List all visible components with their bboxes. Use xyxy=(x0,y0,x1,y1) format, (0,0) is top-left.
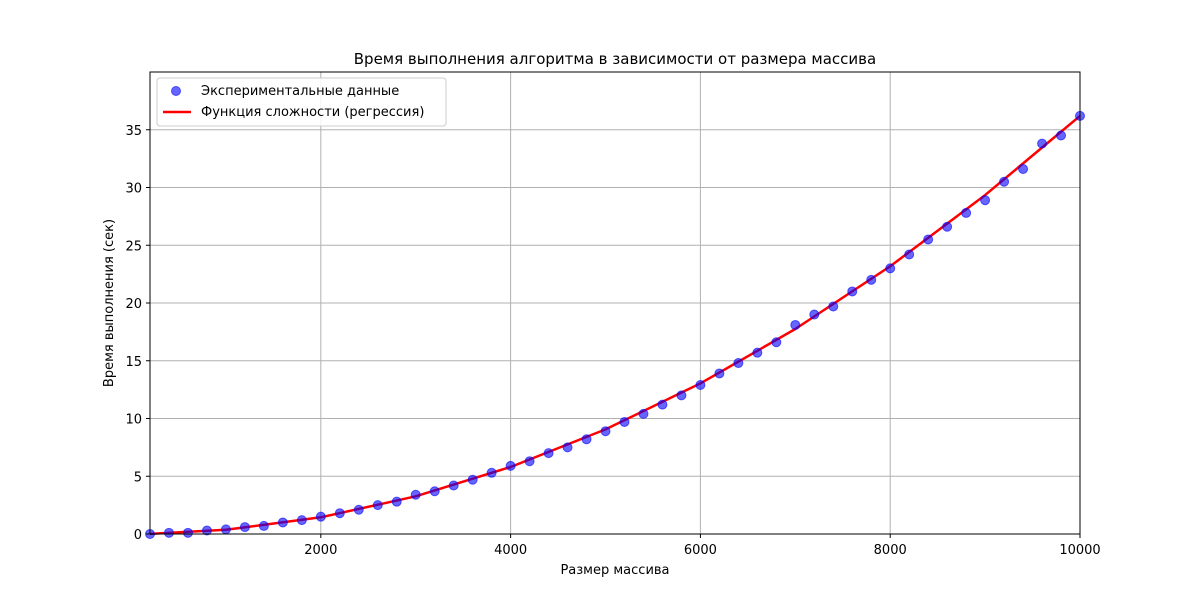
data-point xyxy=(277,517,288,528)
y-tick-label: 30 xyxy=(125,182,142,197)
x-tick-label: 4000 xyxy=(494,543,527,558)
data-point xyxy=(315,511,326,522)
data-point xyxy=(562,442,573,453)
data-point xyxy=(258,520,269,531)
data-point xyxy=(467,474,478,485)
grid-lines xyxy=(150,72,1081,535)
data-point xyxy=(429,486,440,497)
data-point xyxy=(695,380,706,391)
data-point xyxy=(714,368,725,379)
legend-label-scatter: Экспериментальные данные xyxy=(201,84,399,99)
data-point xyxy=(847,286,858,297)
data-point xyxy=(524,456,535,467)
data-point xyxy=(904,249,915,260)
legend-box xyxy=(156,77,447,127)
data-point xyxy=(163,527,174,538)
data-point xyxy=(866,274,877,285)
data-point xyxy=(980,195,991,206)
data-point xyxy=(809,309,820,320)
data-point xyxy=(372,500,383,511)
data-point xyxy=(828,301,839,312)
data-point xyxy=(638,408,649,419)
data-point xyxy=(961,207,972,218)
data-point xyxy=(600,426,611,437)
data-point xyxy=(581,434,592,445)
data-point xyxy=(942,221,953,232)
x-axis-label: Размер массива xyxy=(560,563,669,578)
data-point xyxy=(999,176,1010,187)
data-point xyxy=(1018,164,1029,175)
data-point xyxy=(182,527,193,538)
x-tick-label: 2000 xyxy=(304,543,337,558)
data-point xyxy=(220,524,231,535)
data-point xyxy=(410,489,421,500)
data-point xyxy=(923,234,934,245)
data-point xyxy=(1037,138,1048,149)
data-point xyxy=(657,399,668,410)
legend: Экспериментальные данные Функция сложнос… xyxy=(156,77,447,127)
data-point xyxy=(885,263,896,274)
data-point xyxy=(676,390,687,401)
x-tick-label: 6000 xyxy=(684,543,717,558)
y-axis-label: Время выполнения (сек) xyxy=(102,219,117,387)
data-point xyxy=(1056,130,1067,141)
data-point xyxy=(543,448,554,459)
y-tick-label: 0 xyxy=(134,528,142,543)
y-tick-label: 5 xyxy=(134,470,142,485)
data-point xyxy=(296,515,307,526)
x-tick-label: 8000 xyxy=(874,543,907,558)
x-tick-label: 10000 xyxy=(1059,543,1100,558)
data-point xyxy=(733,358,744,369)
data-point xyxy=(448,480,459,491)
legend-scatter-marker xyxy=(171,86,181,96)
data-point xyxy=(353,504,364,515)
y-tick-label: 15 xyxy=(125,355,142,370)
axis-ticks: 2000 4000 6000 8000 10000 0 5 10 15 20 25 30 35 xyxy=(125,124,1100,558)
scatter-points-layer xyxy=(145,110,1085,539)
data-point xyxy=(752,347,763,358)
data-point xyxy=(619,416,630,427)
data-point xyxy=(239,522,250,533)
data-point xyxy=(391,496,402,507)
chart-title: Время выполнения алгоритма в зависимости… xyxy=(354,50,876,68)
data-point xyxy=(771,337,782,348)
data-point xyxy=(201,525,212,536)
data-point xyxy=(790,319,801,330)
y-tick-label: 20 xyxy=(125,297,142,312)
y-tick-label: 25 xyxy=(125,239,142,254)
data-point xyxy=(505,460,516,471)
y-tick-label: 10 xyxy=(125,413,142,428)
data-point xyxy=(334,508,345,519)
y-tick-label: 35 xyxy=(125,124,142,139)
data-point xyxy=(486,467,497,478)
legend-label-line: Функция сложности (регрессия) xyxy=(201,105,424,120)
